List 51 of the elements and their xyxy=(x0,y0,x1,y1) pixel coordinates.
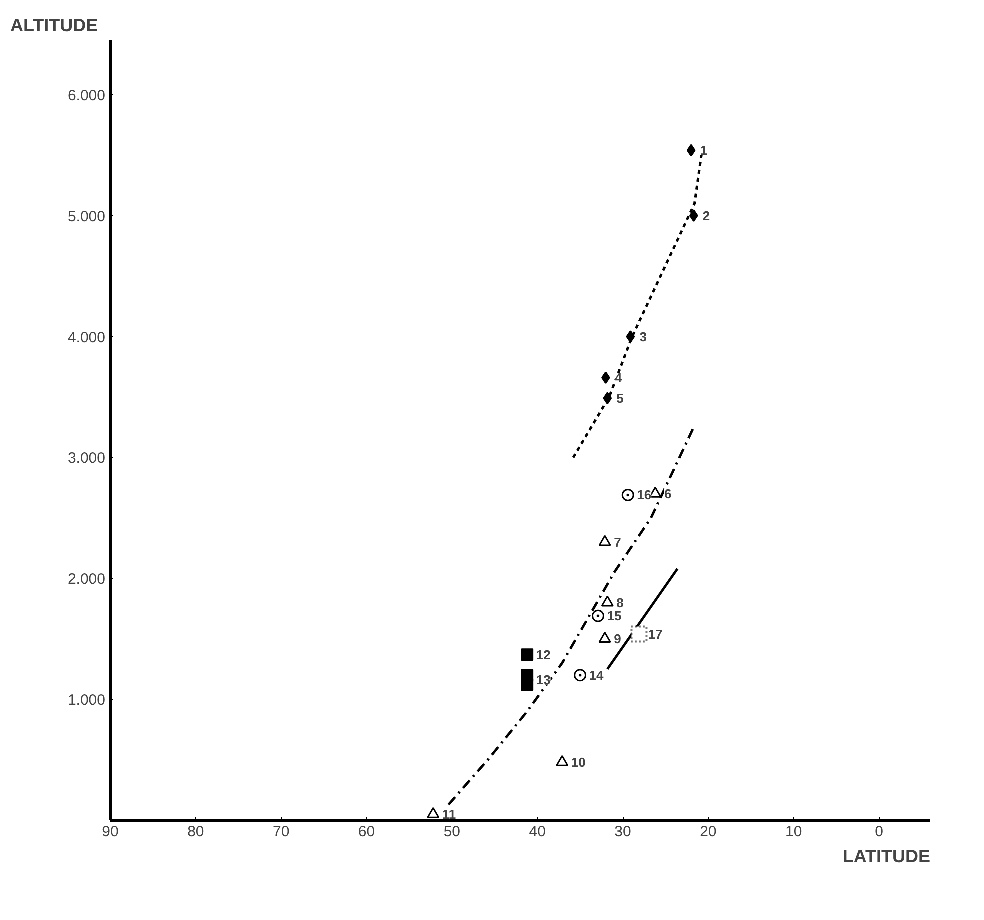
y-tick-label: 5.000 xyxy=(68,208,106,226)
point xyxy=(630,626,648,643)
y-axis-title: ALTITUDE xyxy=(10,16,98,36)
point xyxy=(626,330,636,344)
annotation: 10 xyxy=(571,754,586,770)
point xyxy=(521,678,534,692)
annotation: 7 xyxy=(614,534,622,550)
y-tick-label: 6.000 xyxy=(68,87,106,104)
point xyxy=(574,669,587,682)
annotation: 14 xyxy=(589,668,605,683)
annotation: 17 xyxy=(648,626,663,642)
y-tick-label: 3.000 xyxy=(68,450,106,468)
x-tick-label: 80 xyxy=(188,824,204,840)
annotation: 1 xyxy=(700,143,708,158)
y-tick-label: 1.000 xyxy=(68,692,106,710)
annotation: 16 xyxy=(637,488,652,503)
y-tick-label: 2.000 xyxy=(68,571,106,588)
annotation: 9 xyxy=(614,632,622,647)
point xyxy=(686,144,696,157)
x-tick-label: 40 xyxy=(529,824,546,840)
x-tick-label: 10 xyxy=(785,824,802,840)
point xyxy=(603,392,612,405)
point xyxy=(601,596,614,607)
point xyxy=(622,488,634,502)
x-tick-label: 60 xyxy=(358,824,376,840)
point xyxy=(521,648,534,662)
annotation: 8 xyxy=(616,595,624,610)
x-tick-label: 90 xyxy=(102,824,119,840)
x-tick-label: 70 xyxy=(272,824,290,840)
annotation: 2 xyxy=(702,208,710,224)
y-tick-label: 4.000 xyxy=(68,329,106,346)
x-tick-label: 30 xyxy=(614,824,632,840)
annotation: 6 xyxy=(664,486,672,502)
point xyxy=(427,807,440,818)
x-tick-label: 0 xyxy=(875,824,884,840)
x-axis-title: LATITUDE xyxy=(842,846,931,866)
point xyxy=(598,632,612,644)
annotation: 11 xyxy=(442,806,456,822)
annotation: 4 xyxy=(614,370,623,386)
x-tick-label: 50 xyxy=(444,824,461,840)
point xyxy=(598,535,612,546)
annotation: 13 xyxy=(536,672,551,688)
point xyxy=(689,210,698,222)
annotation: 3 xyxy=(640,329,647,344)
annotation: 12 xyxy=(536,647,551,662)
annotation: 5 xyxy=(616,390,624,406)
annotation: 15 xyxy=(607,608,622,624)
point xyxy=(592,610,604,622)
x-tick-label: 20 xyxy=(700,824,717,840)
point xyxy=(556,755,569,766)
line-series xyxy=(448,426,696,806)
